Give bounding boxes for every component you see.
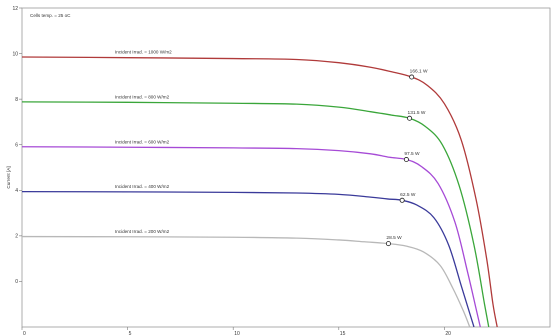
x-tick-label: 15 [340,331,346,336]
y-tick-label: 12 [12,6,18,12]
x-tick-label: 10 [234,331,240,336]
plot-frame [21,7,551,328]
series-label-2: Incident Irrad. = 600 W/m2 [115,139,170,144]
series-line-2 [22,146,481,327]
series-label-3: Incident Irrad. = 400 W/m2 [115,184,170,189]
series-line-0 [22,56,498,327]
mpp-label-3: 62.5 W [400,192,416,198]
mpp-point-4 [385,241,391,247]
series-line-1 [22,101,490,327]
x-tick-label: 0 [23,331,26,336]
series-line-4 [22,235,471,327]
series-label-4: Incident Irrad. = 200 W/m2 [115,229,170,234]
mpp-point-2 [403,157,409,163]
y-tick-label: 8 [15,97,18,103]
y-tick-label: 4 [15,188,18,194]
text-layer: Cells temp. = 25 oC Current [A] Incident… [6,13,428,247]
x-tick-label: 5 [129,331,132,336]
series-layer [22,56,498,327]
y-tick-label: 6 [15,143,18,149]
y-tick-label: 10 [12,51,18,57]
mpp-label-2: 97.5 W [404,151,420,157]
mpp-label-0: 166.1 W [410,69,428,75]
frame-layer: 0 5 10 15 20 0 2 4 6 8 10 12 [12,6,551,336]
y-tick-label: 2 [15,234,18,240]
y-tick-label: 0 [15,279,18,285]
x-tick-label: 20 [445,331,451,336]
mpp-point-0 [409,74,415,80]
cell-temperature-label: Cells temp. = 25 oC [30,13,71,18]
mpp-label-4: 28.5 W [386,235,402,241]
mpp-point-1 [407,115,413,121]
series-label-0: Incident Irrad. = 1000 W/m2 [115,49,172,54]
y-axis-label: Current [A] [6,166,11,188]
series-line-3 [22,191,475,327]
series-label-1: Incident Irrad. = 800 W/m2 [115,94,170,99]
mpp-point-3 [399,197,405,203]
mpp-label-1: 131.5 W [408,110,426,116]
